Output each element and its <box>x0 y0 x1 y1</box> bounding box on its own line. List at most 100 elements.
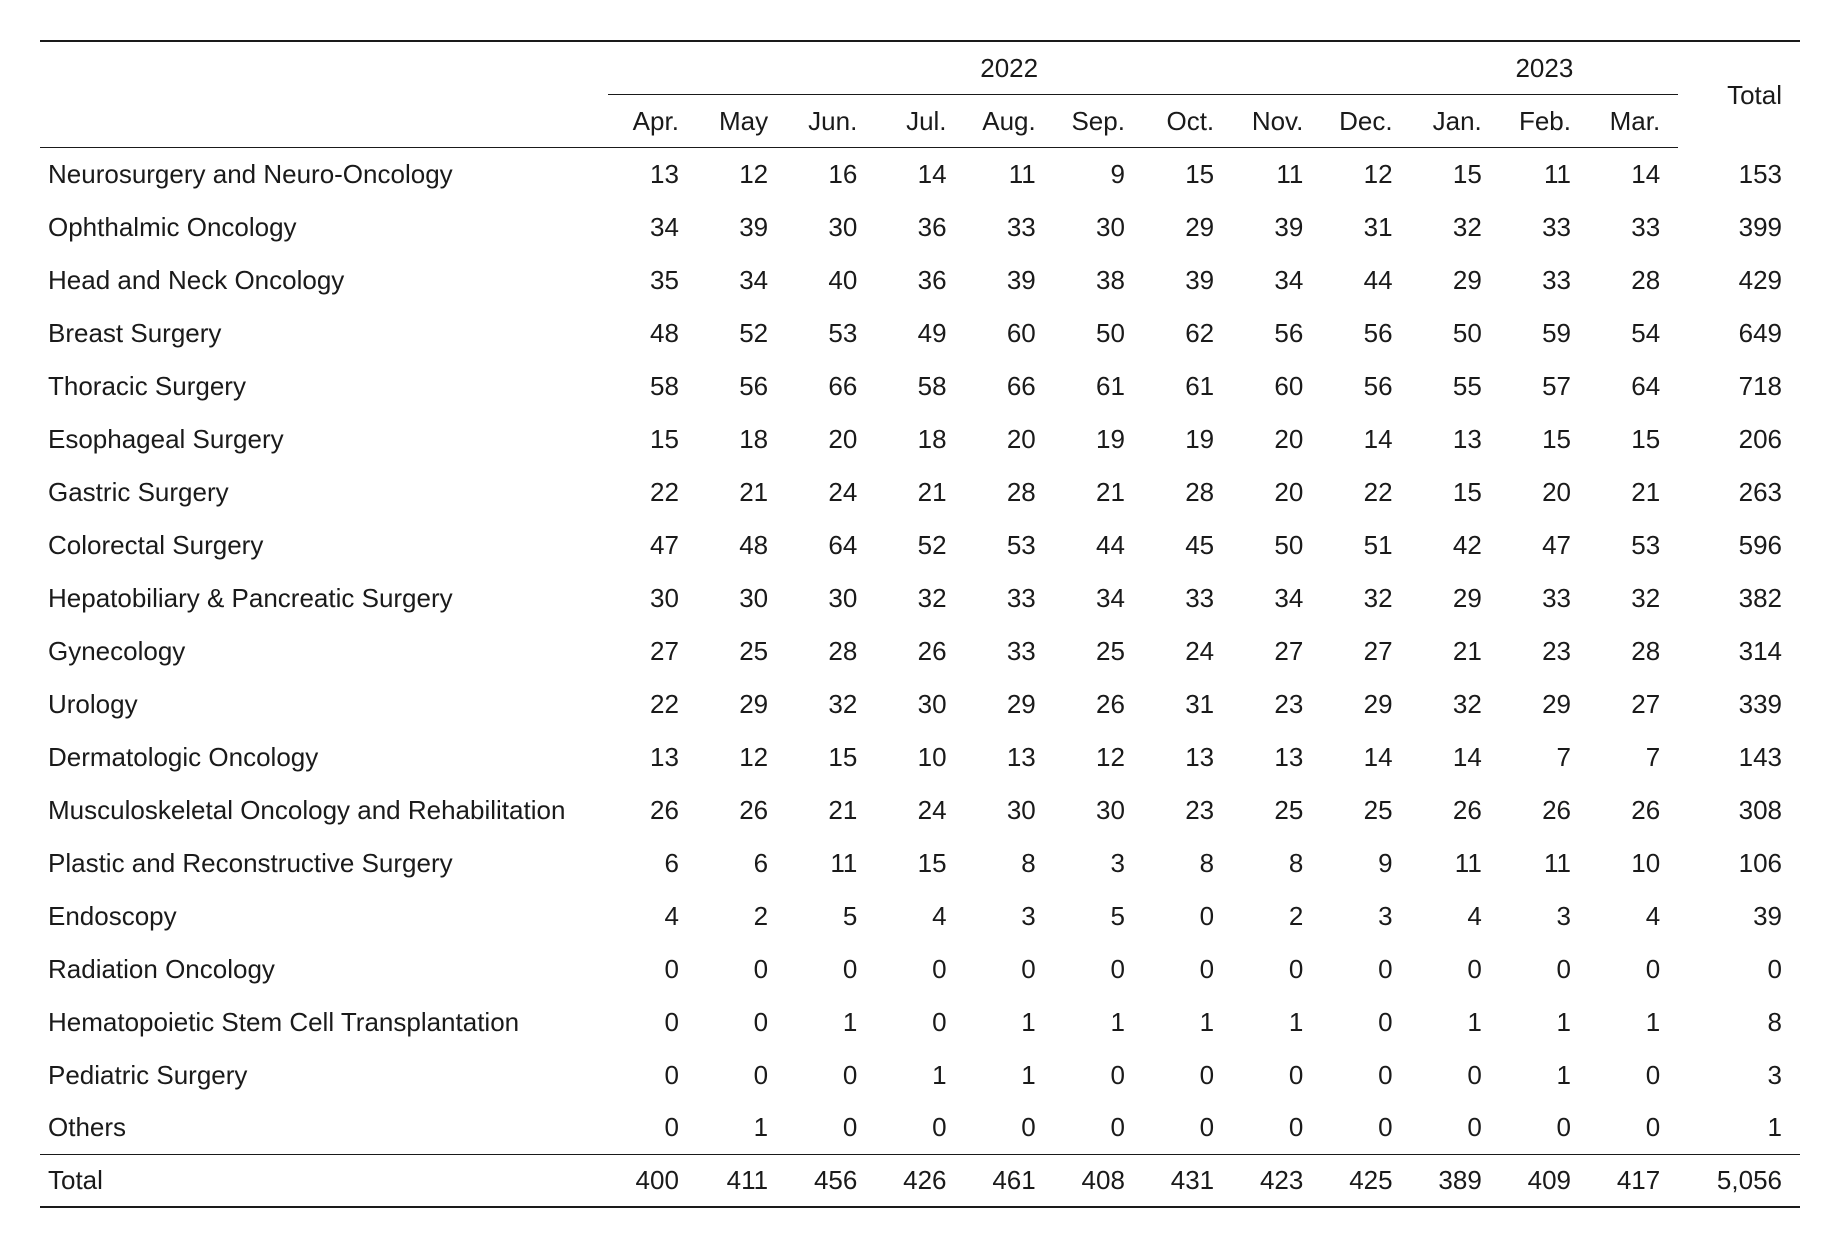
table-row: Breast Surgery48525349605062565650595464… <box>40 306 1800 359</box>
cell-value: 13 <box>608 147 697 200</box>
cell-value: 23 <box>1143 783 1232 836</box>
cell-value: 4 <box>608 889 697 942</box>
cell-value: 64 <box>786 518 875 571</box>
cell-value: 50 <box>1054 306 1143 359</box>
cell-value: 0 <box>1143 1101 1232 1154</box>
cell-value: 49 <box>875 306 964 359</box>
row-label: Dermatologic Oncology <box>40 730 608 783</box>
cell-value: 44 <box>1054 518 1143 571</box>
cell-value: 56 <box>697 359 786 412</box>
cell-value: 25 <box>1321 783 1410 836</box>
cell-value: 12 <box>697 730 786 783</box>
cell-value: 33 <box>1143 571 1232 624</box>
table-row: Radiation Oncology0000000000000 <box>40 942 1800 995</box>
row-label: Endoscopy <box>40 889 608 942</box>
month-header: Jun. <box>786 94 875 147</box>
month-header: Nov. <box>1232 94 1321 147</box>
cell-value: 0 <box>1054 942 1143 995</box>
cell-value: 66 <box>965 359 1054 412</box>
row-label: Neurosurgery and Neuro-Oncology <box>40 147 608 200</box>
cell-value: 53 <box>786 306 875 359</box>
table-row: Gynecology272528263325242727212328314 <box>40 624 1800 677</box>
cell-value: 61 <box>1143 359 1232 412</box>
table-row: Ophthalmic Oncology343930363330293931323… <box>40 200 1800 253</box>
cell-value: 50 <box>1232 518 1321 571</box>
cell-value: 60 <box>965 306 1054 359</box>
cell-value: 1 <box>1054 995 1143 1048</box>
cell-value: 0 <box>1143 889 1232 942</box>
cell-value: 28 <box>1589 253 1678 306</box>
row-label: Head and Neck Oncology <box>40 253 608 306</box>
cell-value: 0 <box>786 1048 875 1101</box>
data-table: 2022 2023 Total Apr. May Jun. Jul. Aug. … <box>40 40 1800 1208</box>
cell-value: 61 <box>1054 359 1143 412</box>
cell-value: 31 <box>1143 677 1232 730</box>
table-row: Head and Neck Oncology353440363938393444… <box>40 253 1800 306</box>
cell-value: 456 <box>786 1154 875 1207</box>
cell-value: 461 <box>965 1154 1054 1207</box>
cell-value: 14 <box>1321 412 1410 465</box>
cell-value: 3 <box>1500 889 1589 942</box>
cell-value: 21 <box>1589 465 1678 518</box>
cell-value: 52 <box>697 306 786 359</box>
cell-value: 3 <box>965 889 1054 942</box>
cell-value: 30 <box>697 571 786 624</box>
cell-value: 6 <box>608 836 697 889</box>
cell-value: 9 <box>1321 836 1410 889</box>
cell-value: 10 <box>1589 836 1678 889</box>
row-label: Others <box>40 1101 608 1154</box>
cell-value: 58 <box>608 359 697 412</box>
cell-value: 0 <box>875 995 964 1048</box>
row-total: 649 <box>1678 306 1800 359</box>
cell-value: 0 <box>1500 942 1589 995</box>
row-total: 429 <box>1678 253 1800 306</box>
cell-value: 30 <box>786 571 875 624</box>
cell-value: 8 <box>965 836 1054 889</box>
year-group-2022: 2022 <box>608 41 1411 94</box>
cell-value: 0 <box>1589 942 1678 995</box>
cell-value: 12 <box>697 147 786 200</box>
cell-value: 15 <box>1143 147 1232 200</box>
cell-value: 13 <box>1232 730 1321 783</box>
cell-value: 13 <box>1411 412 1500 465</box>
cell-value: 18 <box>875 412 964 465</box>
cell-value: 56 <box>1321 306 1410 359</box>
cell-value: 58 <box>875 359 964 412</box>
cell-value: 0 <box>1232 942 1321 995</box>
month-header: Mar. <box>1589 94 1678 147</box>
cell-value: 0 <box>1054 1048 1143 1101</box>
cell-value: 26 <box>608 783 697 836</box>
cell-value: 57 <box>1500 359 1589 412</box>
row-total: 399 <box>1678 200 1800 253</box>
cell-value: 5 <box>1054 889 1143 942</box>
table-head: 2022 2023 Total Apr. May Jun. Jul. Aug. … <box>40 41 1800 147</box>
row-total: 8 <box>1678 995 1800 1048</box>
cell-value: 29 <box>1500 677 1589 730</box>
cell-value: 28 <box>786 624 875 677</box>
cell-value: 19 <box>1143 412 1232 465</box>
cell-value: 1 <box>965 1048 1054 1101</box>
row-total: 0 <box>1678 942 1800 995</box>
cell-value: 10 <box>875 730 964 783</box>
cell-value: 56 <box>1232 306 1321 359</box>
cell-value: 29 <box>1143 200 1232 253</box>
cell-value: 30 <box>1054 783 1143 836</box>
cell-value: 417 <box>1589 1154 1678 1207</box>
cell-value: 411 <box>697 1154 786 1207</box>
cell-value: 2 <box>697 889 786 942</box>
month-header: Sep. <box>1054 94 1143 147</box>
cell-value: 23 <box>1500 624 1589 677</box>
cell-value: 35 <box>608 253 697 306</box>
cell-value: 0 <box>1411 1048 1500 1101</box>
cell-value: 12 <box>1054 730 1143 783</box>
cell-value: 0 <box>1321 995 1410 1048</box>
cell-value: 20 <box>965 412 1054 465</box>
cell-value: 25 <box>1232 783 1321 836</box>
row-label: Pediatric Surgery <box>40 1048 608 1101</box>
cell-value: 56 <box>1321 359 1410 412</box>
cell-value: 1 <box>875 1048 964 1101</box>
cell-value: 32 <box>786 677 875 730</box>
cell-value: 13 <box>608 730 697 783</box>
cell-value: 34 <box>1054 571 1143 624</box>
table-row: Urology222932302926312329322927339 <box>40 677 1800 730</box>
